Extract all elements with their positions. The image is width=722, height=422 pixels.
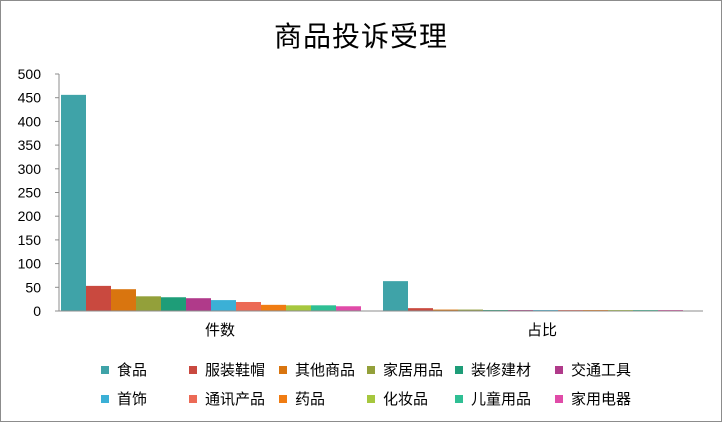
y-tick-label: 250: [18, 185, 42, 201]
legend-swatch: [279, 394, 287, 403]
y-tick-label: 500: [18, 66, 42, 82]
bar-1-5: [161, 297, 186, 311]
y-tick-label: 150: [18, 232, 42, 248]
legend-item: 交通工具: [555, 359, 655, 380]
legend-item: 儿童用品: [455, 388, 555, 409]
legend-label: 药品: [295, 390, 326, 408]
bar-2-4: [458, 309, 483, 311]
legend-swatch: [279, 365, 287, 374]
category-label: 件数: [205, 321, 235, 339]
legend-label: 化妆品: [383, 390, 429, 408]
legend-item: 装修建材: [455, 359, 555, 380]
category-label: 占比: [527, 321, 557, 339]
legend-item: 其他商品: [279, 359, 367, 380]
legend-swatch: [101, 365, 109, 374]
bar-1-2: [86, 285, 111, 311]
bar-1-11: [311, 305, 336, 311]
chart-title: 商品投诉受理: [273, 20, 448, 53]
legend-item: 服装鞋帽: [189, 359, 279, 380]
bar-1-4: [136, 296, 161, 311]
bar-1-10: [286, 305, 311, 311]
y-tick-label: 450: [18, 90, 42, 106]
y-tick-label: 300: [18, 161, 42, 177]
legend-swatch: [367, 394, 375, 403]
bar-2-3: [433, 309, 458, 311]
legend-swatch: [555, 394, 563, 403]
y-tick-label: 400: [18, 113, 42, 129]
y-tick-label: 0: [33, 303, 41, 319]
legend-label: 食品: [117, 361, 148, 379]
legend-swatch: [367, 365, 375, 374]
legend-label: 儿童用品: [471, 390, 532, 408]
legend-item: 家用电器: [555, 388, 655, 409]
legend-swatch: [455, 394, 463, 403]
legend-item: 药品: [279, 388, 367, 409]
bar-1-12: [336, 306, 361, 311]
bar-1-1: [61, 94, 86, 311]
legend-item: 首饰: [101, 388, 189, 409]
y-tick-label: 50: [25, 279, 41, 295]
legend-swatch: [555, 365, 563, 374]
legend-label: 通讯产品: [205, 390, 266, 408]
legend-swatch: [101, 394, 109, 403]
legend-item: 化妆品: [367, 388, 455, 409]
bar-2-2: [408, 308, 433, 311]
bar-2-1: [383, 281, 408, 311]
y-tick-label: 200: [18, 208, 42, 224]
legend-label: 服装鞋帽: [205, 361, 266, 379]
legend: 食品 服装鞋帽 其他商品 家居用品 装修建材 交通工具首饰 通讯产品 药品 化妆品 儿童用品 家用电…: [101, 359, 661, 409]
y-tick-label: 350: [18, 137, 42, 153]
legend-label: 家居用品: [383, 361, 444, 379]
y-tick-label: 100: [18, 256, 42, 272]
legend-label: 首饰: [117, 390, 148, 408]
legend-label: 家用电器: [571, 390, 632, 408]
legend-label: 交通工具: [571, 361, 632, 379]
legend-swatch: [455, 365, 463, 374]
legend-swatch: [189, 394, 197, 403]
legend-label: 装修建材: [471, 361, 532, 379]
bar-1-6: [186, 298, 211, 311]
bar-1-8: [236, 301, 261, 311]
legend-item: 家居用品: [367, 359, 455, 380]
legend-item: 通讯产品: [189, 388, 279, 409]
bar-1-7: [211, 300, 236, 311]
legend-label: 其他商品: [295, 361, 356, 379]
bar-1-3: [111, 289, 136, 311]
bar-1-9: [261, 304, 286, 311]
legend-swatch: [189, 365, 197, 374]
legend-item: 食品: [101, 359, 189, 380]
